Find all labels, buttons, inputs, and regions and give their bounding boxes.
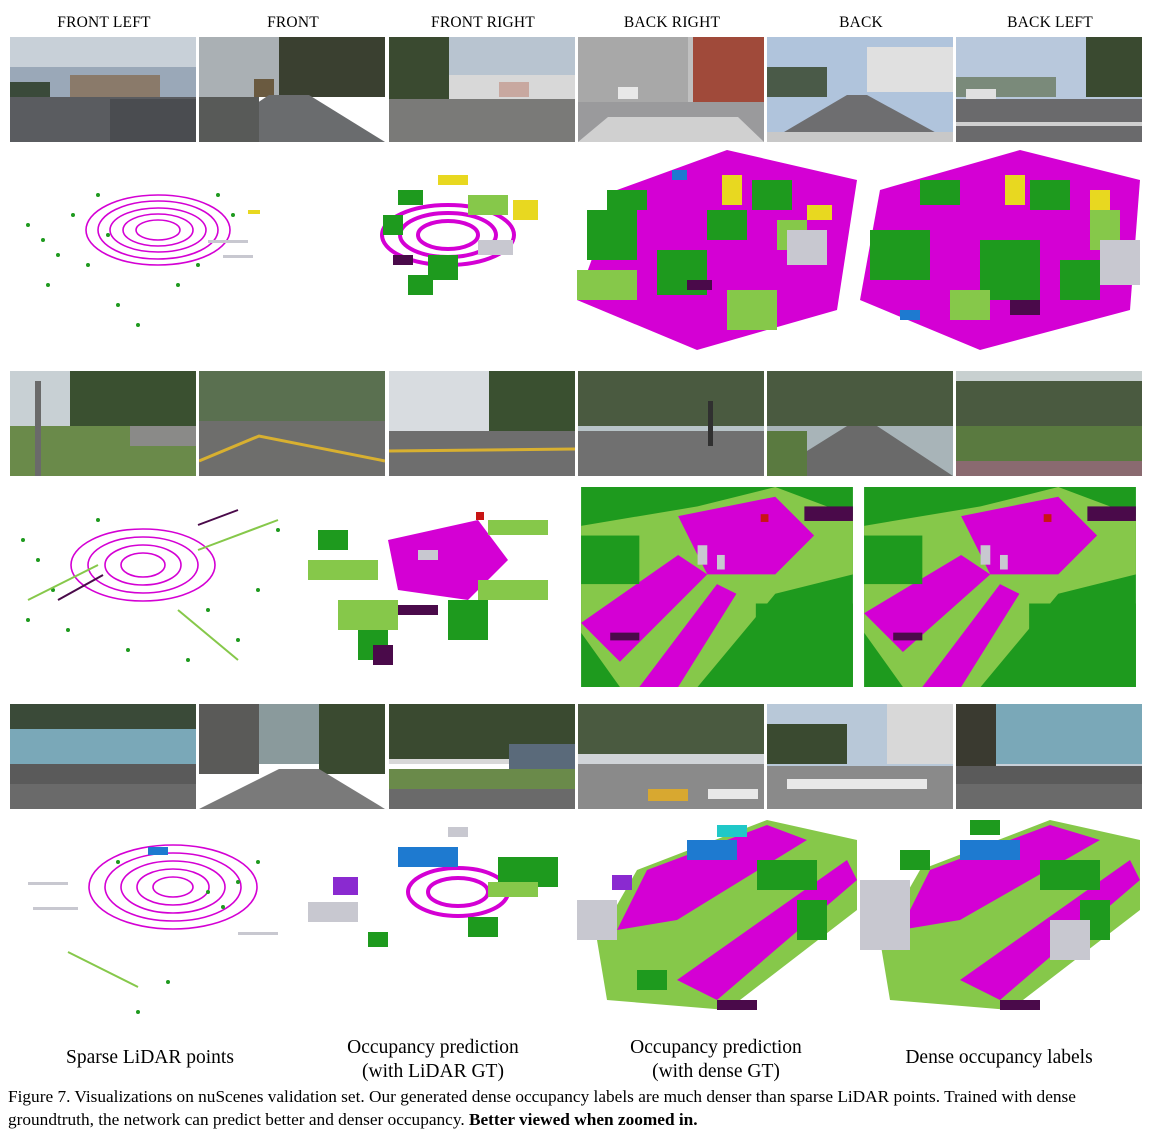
camera-image-front-right-scene1 <box>389 37 575 142</box>
caption-emphasis: Better viewed when zoomed in. <box>468 1110 698 1129</box>
prediction-lidar-gt-scene3 <box>298 822 578 1022</box>
column-label-line1: Occupancy prediction <box>347 1037 519 1058</box>
dense-labels-scene3 <box>860 820 1140 1020</box>
camera-image-front-scene2 <box>199 371 385 476</box>
camera-image-back-scene1 <box>767 37 953 142</box>
prediction-lidar-gt-scene2 <box>298 490 578 690</box>
camera-image-front-left-scene2 <box>10 371 196 476</box>
column-label-line1: Dense occupancy labels <box>905 1047 1093 1068</box>
camera-image-back-left-scene1 <box>956 37 1142 142</box>
column-label-line1: Sparse LiDAR points <box>66 1047 234 1068</box>
column-label-sparse-lidar: Sparse LiDAR points <box>20 1046 280 1070</box>
column-label-line1: Occupancy prediction <box>630 1037 802 1058</box>
camera-image-front-right-scene2 <box>389 371 575 476</box>
lidar-points-scene2 <box>8 490 288 690</box>
camera-image-front-left-scene1 <box>10 37 196 142</box>
camera-label-front: FRONT <box>267 14 319 31</box>
prediction-dense-gt-scene3 <box>577 820 857 1020</box>
camera-image-back-right-scene2 <box>578 371 764 476</box>
figure-caption: Figure 7. Visualizations on nuScenes val… <box>8 1085 1148 1131</box>
camera-image-front-right-scene3 <box>389 704 575 809</box>
lidar-points-scene1 <box>8 155 288 355</box>
camera-image-back-scene2 <box>767 371 953 476</box>
column-label-dense-labels: Dense occupancy labels <box>869 1046 1129 1070</box>
camera-image-front-scene1 <box>199 37 385 142</box>
camera-image-front-left-scene3 <box>10 704 196 809</box>
column-label-prediction-dense-gt: Occupancy prediction (with dense GT) <box>586 1036 846 1084</box>
column-label-line2: (with LiDAR GT) <box>362 1061 504 1082</box>
camera-image-back-scene3 <box>767 704 953 809</box>
camera-label-back-right: BACK RIGHT <box>623 14 721 31</box>
camera-image-front-scene3 <box>199 704 385 809</box>
caption-text: Figure 7. Visualizations on nuScenes val… <box>8 1087 1076 1129</box>
prediction-lidar-gt-scene1 <box>298 155 578 355</box>
column-label-prediction-lidar-gt: Occupancy prediction (with LiDAR GT) <box>303 1036 563 1084</box>
lidar-points-scene3 <box>8 822 288 1022</box>
camera-label-front-right: FRONT RIGHT <box>431 14 535 31</box>
camera-image-back-left-scene3 <box>956 704 1142 809</box>
camera-label-back: BACK <box>839 14 883 31</box>
camera-label-back-left: BACK LEFT <box>1007 14 1093 31</box>
camera-image-back-left-scene2 <box>956 371 1142 476</box>
dense-labels-scene2 <box>860 487 1140 687</box>
camera-image-back-right-scene3 <box>578 704 764 809</box>
camera-label-front-left: FRONT LEFT <box>57 14 151 31</box>
prediction-dense-gt-scene1 <box>577 150 857 350</box>
column-label-line2: (with dense GT) <box>652 1061 780 1082</box>
dense-labels-scene1 <box>860 150 1140 350</box>
prediction-dense-gt-scene2 <box>577 487 857 687</box>
camera-image-back-right-scene1 <box>578 37 764 142</box>
